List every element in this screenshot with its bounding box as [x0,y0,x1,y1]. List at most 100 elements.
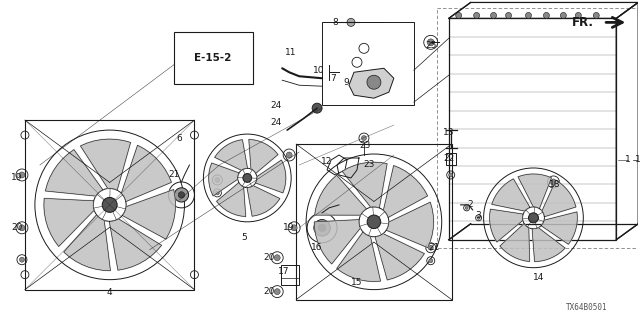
Text: 10: 10 [314,66,325,75]
Circle shape [367,75,381,89]
Circle shape [19,257,24,262]
Text: 14: 14 [532,273,544,282]
Text: 22: 22 [443,154,454,163]
Circle shape [318,224,326,232]
Text: 5: 5 [241,233,247,242]
Circle shape [477,216,480,219]
Circle shape [362,136,367,140]
Polygon shape [249,140,278,173]
Circle shape [465,206,468,209]
Text: FR.: FR. [572,16,595,29]
Circle shape [19,172,25,178]
Bar [296,144,452,300]
Circle shape [456,12,461,19]
Circle shape [550,179,556,185]
Circle shape [102,197,117,212]
Text: 4: 4 [107,288,113,297]
Circle shape [543,12,549,19]
Circle shape [428,245,433,250]
Circle shape [347,19,355,26]
Circle shape [312,103,322,113]
Polygon shape [44,198,94,246]
Text: 21: 21 [169,171,180,180]
Polygon shape [492,179,530,211]
Circle shape [314,220,330,236]
Text: 6: 6 [177,133,182,143]
Text: 24: 24 [271,118,282,127]
Polygon shape [500,224,529,261]
Text: 12: 12 [321,157,333,166]
Text: 17: 17 [278,267,290,276]
Text: 2: 2 [468,200,474,209]
Text: 20: 20 [264,287,275,296]
Bar [281,265,299,285]
Circle shape [274,289,280,295]
Circle shape [506,12,511,19]
Text: 9: 9 [343,78,349,87]
Polygon shape [247,186,280,216]
Circle shape [428,39,435,46]
Polygon shape [383,165,428,217]
Polygon shape [375,234,424,280]
Polygon shape [81,139,131,190]
Circle shape [561,12,566,19]
Text: 1: 1 [625,156,631,164]
Circle shape [593,12,599,19]
Text: 25: 25 [425,41,436,50]
Polygon shape [214,140,248,170]
Bar [445,153,456,165]
Polygon shape [542,180,576,217]
Circle shape [529,213,538,223]
Polygon shape [209,163,239,196]
Text: 16: 16 [311,243,323,252]
Text: 11: 11 [285,48,297,57]
Circle shape [367,215,381,228]
Text: E-15-2: E-15-2 [195,53,232,63]
Text: TX64B0501: TX64B0501 [566,303,608,312]
Text: 15: 15 [351,278,363,287]
Polygon shape [490,209,523,242]
Circle shape [491,12,497,19]
Text: 3: 3 [476,211,481,220]
Polygon shape [518,174,552,209]
Text: 18: 18 [548,180,560,189]
Bar [322,22,414,105]
Circle shape [286,152,292,158]
Polygon shape [255,160,286,193]
Text: 1: 1 [635,156,640,164]
Text: 19: 19 [284,223,295,232]
Text: 20: 20 [264,253,275,262]
Polygon shape [349,68,394,98]
Circle shape [575,12,581,19]
Text: 7: 7 [330,74,336,83]
Text: 20: 20 [12,223,22,232]
Circle shape [449,173,452,177]
Polygon shape [314,220,360,264]
Text: 19: 19 [12,173,22,182]
Polygon shape [315,175,367,215]
Circle shape [243,173,252,182]
Circle shape [216,191,220,195]
Polygon shape [216,183,246,217]
Circle shape [19,225,25,231]
Bar [25,120,195,290]
Text: 21: 21 [428,243,440,252]
Polygon shape [64,215,111,271]
Polygon shape [109,219,162,270]
Polygon shape [122,189,175,239]
Circle shape [178,192,185,198]
Circle shape [474,12,479,19]
Text: 23: 23 [364,161,374,170]
Polygon shape [541,212,577,244]
Circle shape [429,259,433,263]
Polygon shape [122,145,172,202]
Text: 13: 13 [443,128,454,137]
Circle shape [274,255,280,261]
Circle shape [215,178,220,182]
Polygon shape [45,150,103,196]
Circle shape [291,225,297,231]
Polygon shape [387,202,433,248]
Text: 24: 24 [271,101,282,110]
Circle shape [174,188,189,202]
Polygon shape [342,162,387,208]
